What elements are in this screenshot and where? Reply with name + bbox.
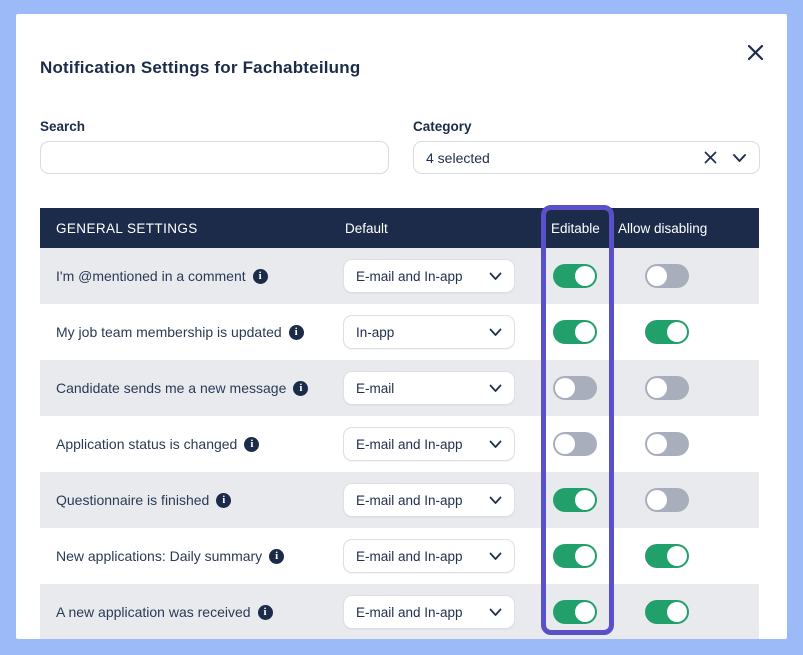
category-select[interactable]: 4 selected	[413, 141, 760, 174]
default-channel-select[interactable]: E-mail and In-app	[343, 595, 515, 629]
allow-disabling-toggle[interactable]	[645, 432, 689, 456]
toggle-knob	[575, 602, 595, 622]
toggle-knob	[555, 434, 575, 454]
allow-disabling-toggle[interactable]	[645, 376, 689, 400]
setting-label: A new application was received i	[56, 584, 273, 639]
table-row: New applications: Daily summary i E-mail…	[40, 528, 759, 584]
setting-label: New applications: Daily summary i	[56, 528, 285, 584]
default-channel-value: In-app	[356, 324, 395, 340]
close-icon[interactable]	[741, 38, 769, 66]
info-icon[interactable]: i	[216, 492, 232, 508]
table-row: Questionnaire is finished i E-mail and I…	[40, 472, 759, 528]
setting-label: Questionnaire is finished i	[56, 472, 232, 528]
setting-label-text: My job team membership is updated	[56, 324, 282, 340]
info-icon[interactable]: i	[257, 604, 273, 620]
allow-disabling-toggle[interactable]	[645, 320, 689, 344]
setting-label-text: Questionnaire is finished	[56, 492, 210, 508]
search-input[interactable]	[40, 141, 389, 174]
header-editable: Editable	[551, 220, 600, 236]
toggle-knob	[647, 378, 667, 398]
info-icon[interactable]: i	[244, 436, 260, 452]
setting-label-text: A new application was received	[56, 604, 251, 620]
allow-disabling-toggle[interactable]	[645, 600, 689, 624]
editable-toggle[interactable]	[553, 264, 597, 288]
setting-label: Candidate sends me a new message i	[56, 360, 309, 416]
modal-title: Notification Settings for Fachabteilung	[40, 58, 361, 77]
default-channel-value: E-mail and In-app	[356, 548, 463, 564]
default-channel-value: E-mail and In-app	[356, 268, 463, 284]
toggle-knob	[575, 546, 595, 566]
editable-toggle[interactable]	[553, 432, 597, 456]
table-body: I'm @mentioned in a comment i E-mail and…	[40, 248, 759, 639]
toggle-knob	[667, 602, 687, 622]
toggle-knob	[575, 266, 595, 286]
table-row: I'm @mentioned in a comment i E-mail and…	[40, 248, 759, 304]
settings-table: GENERAL SETTINGS Default Editable Allow …	[40, 208, 759, 639]
chevron-down-icon[interactable]	[732, 153, 747, 163]
editable-toggle[interactable]	[553, 544, 597, 568]
table-row: Application status is changed i E-mail a…	[40, 416, 759, 472]
header-general-settings: GENERAL SETTINGS	[56, 220, 198, 236]
toggle-knob	[575, 490, 595, 510]
setting-label-text: New applications: Daily summary	[56, 548, 263, 564]
editable-toggle[interactable]	[553, 488, 597, 512]
toggle-knob	[647, 490, 667, 510]
clear-category-icon[interactable]	[703, 150, 718, 165]
default-channel-select[interactable]: E-mail and In-app	[343, 259, 515, 293]
toggle-knob	[667, 322, 687, 342]
info-icon[interactable]: i	[293, 380, 309, 396]
table-header-row: GENERAL SETTINGS Default Editable Allow …	[40, 208, 759, 248]
default-channel-select[interactable]: In-app	[343, 315, 515, 349]
allow-disabling-toggle[interactable]	[645, 544, 689, 568]
setting-label: Application status is changed i	[56, 416, 260, 472]
table-row: Candidate sends me a new message i E-mai…	[40, 360, 759, 416]
setting-label-text: Application status is changed	[56, 436, 238, 452]
default-channel-select[interactable]: E-mail and In-app	[343, 539, 515, 573]
category-selected-value: 4 selected	[426, 149, 490, 166]
default-channel-select[interactable]: E-mail	[343, 371, 515, 405]
editable-toggle[interactable]	[553, 320, 597, 344]
category-label: Category	[413, 119, 472, 134]
search-label: Search	[40, 119, 86, 134]
toggle-knob	[647, 266, 667, 286]
default-channel-value: E-mail	[356, 380, 395, 396]
header-default: Default	[345, 220, 388, 236]
allow-disabling-toggle[interactable]	[645, 264, 689, 288]
setting-label: My job team membership is updated i	[56, 304, 304, 360]
info-icon[interactable]: i	[288, 324, 304, 340]
editable-toggle[interactable]	[553, 600, 597, 624]
info-icon[interactable]: i	[269, 548, 285, 564]
setting-label: I'm @mentioned in a comment i	[56, 248, 268, 304]
table-row: My job team membership is updated i In-a…	[40, 304, 759, 360]
setting-label-text: I'm @mentioned in a comment	[56, 268, 246, 284]
info-icon[interactable]: i	[252, 268, 268, 284]
toggle-knob	[647, 434, 667, 454]
default-channel-value: E-mail and In-app	[356, 492, 463, 508]
editable-toggle[interactable]	[553, 376, 597, 400]
allow-disabling-toggle[interactable]	[645, 488, 689, 512]
toggle-knob	[555, 378, 575, 398]
table-row: A new application was received i E-mail …	[40, 584, 759, 639]
default-channel-value: E-mail and In-app	[356, 436, 463, 452]
default-channel-select[interactable]: E-mail and In-app	[343, 483, 515, 517]
default-channel-select[interactable]: E-mail and In-app	[343, 427, 515, 461]
notification-settings-modal: Notification Settings for Fachabteilung …	[16, 14, 787, 639]
default-channel-value: E-mail and In-app	[356, 604, 463, 620]
toggle-knob	[667, 546, 687, 566]
toggle-knob	[575, 322, 595, 342]
setting-label-text: Candidate sends me a new message	[56, 380, 287, 396]
header-allow-disabling: Allow disabling	[618, 220, 708, 236]
